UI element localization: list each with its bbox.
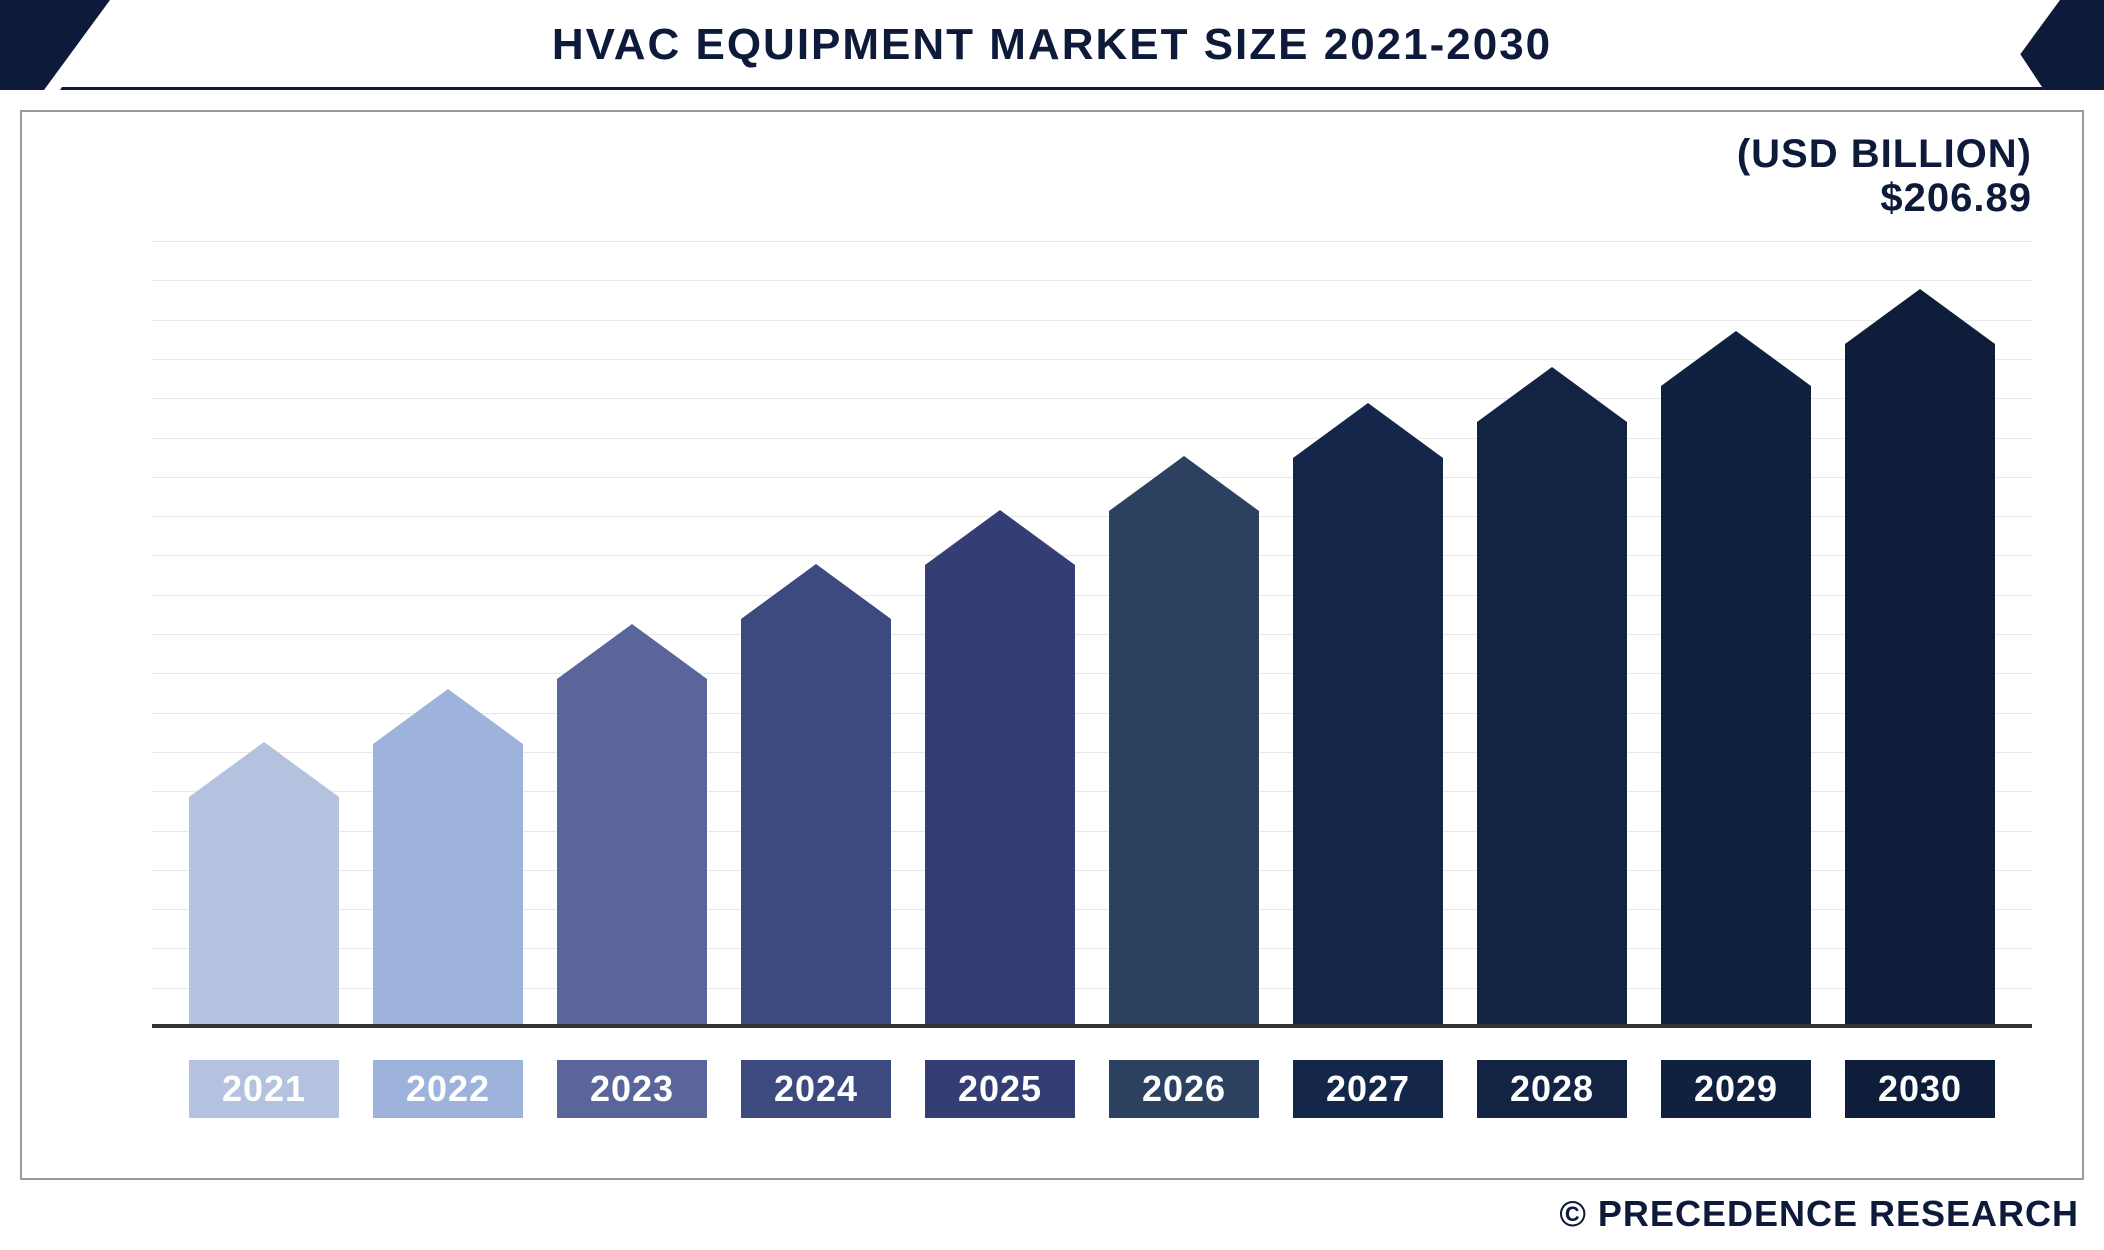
bar-body: [1477, 422, 1627, 1028]
bar: [1661, 331, 1811, 1028]
bar: [1293, 403, 1443, 1028]
chart-title: HVAC EQUIPMENT MARKET SIZE 2021-2030: [552, 20, 1552, 70]
x-axis-label: 2026: [1109, 1060, 1259, 1118]
chart-container: (USD BILLION) $206.89 202120222023202420…: [20, 110, 2084, 1180]
bar-arrow-cap: [1109, 456, 1259, 511]
x-axis-label: 2023: [557, 1060, 707, 1118]
bar-body: [1109, 511, 1259, 1028]
bar: [1109, 456, 1259, 1028]
x-axis-label: 2029: [1661, 1060, 1811, 1118]
bar-arrow-cap: [373, 689, 523, 744]
x-axis-label: 2027: [1293, 1060, 1443, 1118]
bar: [925, 510, 1075, 1028]
bar-arrow-cap: [189, 742, 339, 797]
header-banner: HVAC EQUIPMENT MARKET SIZE 2021-2030: [0, 0, 2104, 90]
bar: [741, 564, 891, 1028]
final-value: $206.89: [1737, 176, 2032, 220]
bar-body: [1293, 458, 1443, 1028]
bar-body: [925, 565, 1075, 1028]
bars-group: [152, 242, 2032, 1028]
bar-arrow-cap: [741, 564, 891, 619]
bar: [1845, 289, 1995, 1028]
bar-body: [373, 744, 523, 1028]
bar-body: [557, 679, 707, 1028]
bar-arrow-cap: [1661, 331, 1811, 386]
plot-area: [152, 242, 2032, 1028]
attribution: © PRECEDENCE RESEARCH: [1559, 1193, 2079, 1235]
bar: [557, 624, 707, 1028]
x-axis-label: 2025: [925, 1060, 1075, 1118]
bar: [189, 742, 339, 1028]
x-axis-labels: 2021 2022 2023 2024 2025 2026 2027 2028 2029 2030: [152, 1060, 2032, 1118]
x-axis-label: 2028: [1477, 1060, 1627, 1118]
bar: [373, 689, 523, 1028]
x-axis-label: 2024: [741, 1060, 891, 1118]
bar-arrow-cap: [1845, 289, 1995, 344]
unit-label: (USD BILLION) $206.89: [1737, 132, 2032, 220]
unit-text: (USD BILLION): [1737, 132, 2032, 176]
bar-body: [1661, 386, 1811, 1028]
bar-arrow-cap: [1293, 403, 1443, 458]
bar-arrow-cap: [1477, 367, 1627, 422]
bar-arrow-cap: [925, 510, 1075, 565]
x-axis-baseline: [152, 1024, 2032, 1028]
bar-body: [1845, 344, 1995, 1028]
x-axis-label: 2021: [189, 1060, 339, 1118]
bar: [1477, 367, 1627, 1028]
x-axis-label: 2030: [1845, 1060, 1995, 1118]
bar-body: [189, 797, 339, 1028]
x-axis-label: 2022: [373, 1060, 523, 1118]
bar-body: [741, 619, 891, 1028]
bar-arrow-cap: [557, 624, 707, 679]
